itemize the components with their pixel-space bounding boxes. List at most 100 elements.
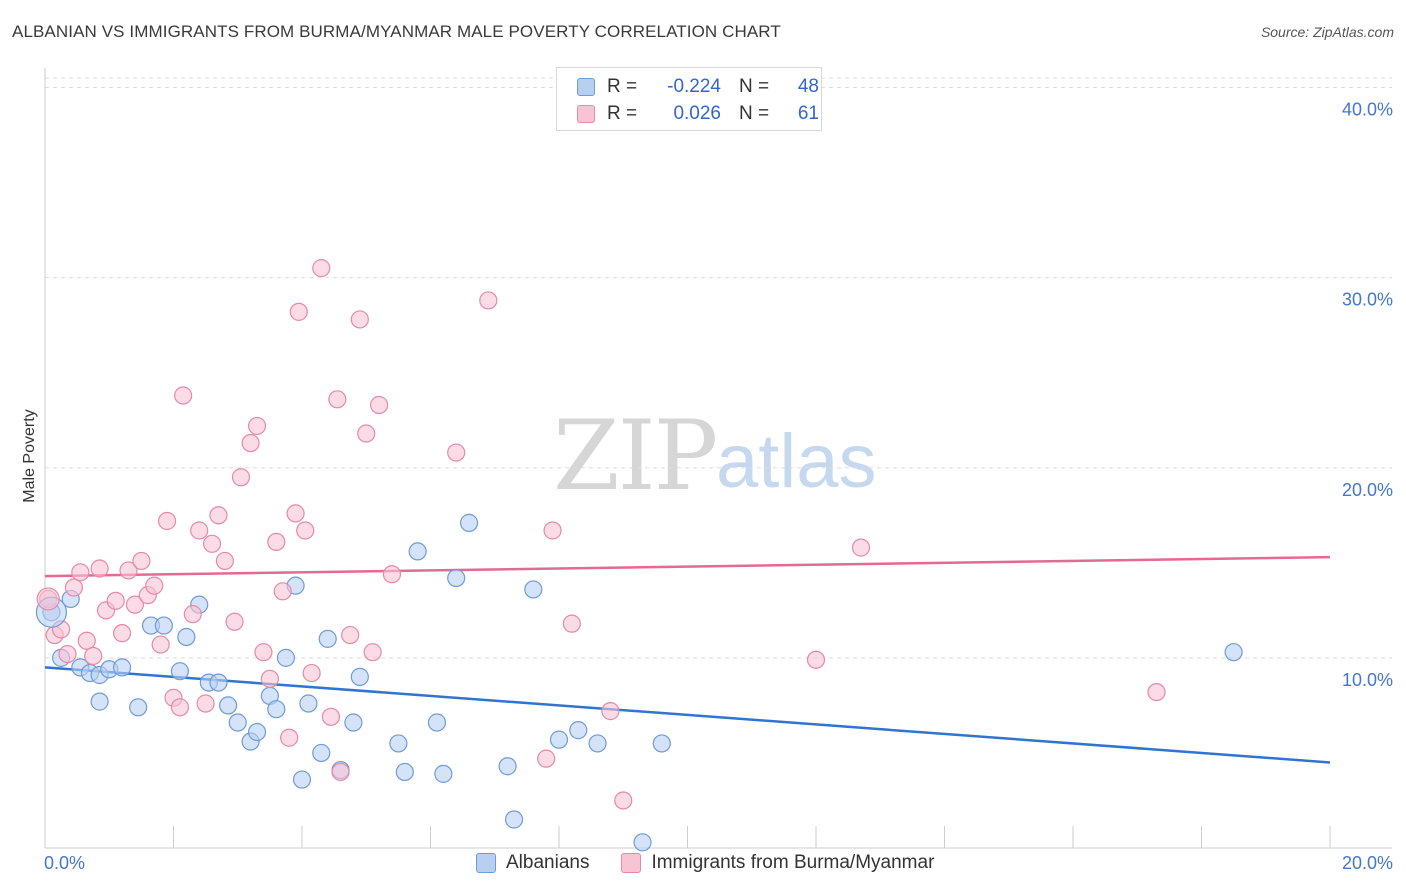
y-axis-label: Male Poverty bbox=[21, 409, 38, 502]
burma-point bbox=[231, 468, 251, 487]
albanian-point bbox=[247, 722, 267, 742]
y-tick-label: 10.0% bbox=[1342, 670, 1393, 690]
albanian-point bbox=[129, 698, 148, 717]
legend-row-albanians: R = -0.224 N = 48 bbox=[577, 75, 819, 99]
albanian-point bbox=[267, 700, 286, 719]
albanian-point bbox=[427, 713, 447, 732]
burma-point bbox=[382, 565, 402, 584]
burma-point bbox=[328, 390, 347, 409]
burma-swatch bbox=[621, 853, 642, 873]
albanian-point bbox=[312, 743, 331, 763]
burma-point bbox=[321, 707, 341, 726]
burma-point bbox=[537, 749, 556, 768]
albanian-point bbox=[498, 757, 517, 776]
albanian-point bbox=[652, 734, 671, 753]
albanian-point bbox=[389, 734, 408, 753]
n-value: 61 bbox=[797, 103, 819, 124]
burma-point bbox=[71, 563, 90, 582]
burma-point bbox=[280, 728, 299, 747]
r-label: R = bbox=[607, 76, 638, 97]
burma-point bbox=[183, 605, 202, 624]
burma-point bbox=[190, 521, 209, 540]
y-tick-label: 40.0% bbox=[1342, 100, 1393, 120]
albanian-point bbox=[447, 568, 466, 588]
albanians-trend-line bbox=[44, 666, 1331, 764]
grid-lines bbox=[45, 77, 1392, 659]
albanians-swatch bbox=[577, 78, 595, 96]
albanian-point bbox=[395, 762, 414, 782]
albanians-label: Albanians bbox=[506, 852, 590, 873]
albanian-point bbox=[350, 667, 369, 686]
burma-point bbox=[174, 386, 193, 405]
burma-point bbox=[112, 624, 132, 643]
correlation-legend: R = -0.224 N = 48 R = 0.026 N = 61 bbox=[556, 67, 822, 131]
burma-point bbox=[331, 762, 350, 782]
albanian-point bbox=[344, 713, 363, 732]
burma-point bbox=[170, 698, 190, 717]
albanian-point bbox=[299, 694, 318, 713]
legend-item-albanians[interactable]: Albanians bbox=[476, 852, 589, 874]
burma-label: Immigrants from Burma/Myanmar bbox=[651, 852, 935, 873]
albanian-point bbox=[209, 673, 228, 692]
albanian-point bbox=[588, 734, 607, 753]
burma-point bbox=[132, 551, 151, 571]
burma-point bbox=[125, 595, 145, 614]
albanian-point bbox=[292, 770, 312, 789]
burma-point bbox=[479, 291, 498, 310]
burma-point bbox=[209, 506, 228, 525]
y-tick-label: 20.0% bbox=[1342, 480, 1393, 500]
albanian-point bbox=[219, 696, 238, 715]
legend-row-burma: R = 0.026 N = 61 bbox=[577, 102, 819, 126]
burma-point bbox=[286, 504, 305, 523]
y-tick-label: 30.0% bbox=[1342, 290, 1393, 310]
burma-point bbox=[267, 532, 286, 552]
albanian-point bbox=[524, 580, 543, 599]
albanian-point bbox=[434, 764, 453, 783]
source-label: Source: ZipAtlas.com bbox=[1260, 24, 1394, 40]
burma-point bbox=[84, 646, 103, 666]
burma-point bbox=[215, 551, 234, 571]
burma-point bbox=[601, 702, 620, 721]
chart-title: ALBANIAN VS IMMIGRANTS FROM BURMA/MYANMA… bbox=[12, 22, 781, 41]
burma-point bbox=[157, 511, 177, 531]
burma-point bbox=[254, 643, 273, 662]
albanian-point bbox=[112, 658, 132, 677]
albanian-point bbox=[170, 662, 190, 681]
burma-point bbox=[341, 625, 360, 645]
r-value: -0.224 bbox=[667, 76, 721, 97]
albanian-point bbox=[569, 721, 588, 740]
burma-point bbox=[36, 587, 60, 611]
r-label: R = bbox=[607, 103, 638, 124]
burma-point bbox=[77, 631, 96, 650]
watermark-atlas: atlas bbox=[716, 419, 877, 504]
burma-point bbox=[614, 791, 633, 810]
burma-point bbox=[447, 443, 466, 462]
r-value: 0.026 bbox=[673, 103, 721, 124]
burma-point bbox=[312, 259, 331, 278]
albanian-point bbox=[459, 513, 479, 532]
albanian-point bbox=[549, 730, 569, 749]
burma-point bbox=[260, 669, 279, 688]
albanian-point bbox=[90, 692, 109, 711]
burma-point bbox=[302, 663, 321, 683]
burma-swatch bbox=[577, 105, 595, 123]
series-legend: Albanians Immigrants from Burma/Myanmar bbox=[476, 852, 966, 874]
watermark-zip: ZIP bbox=[553, 400, 718, 512]
burma-point bbox=[119, 561, 138, 580]
albanian-point bbox=[318, 629, 337, 648]
albanian-point bbox=[276, 648, 296, 667]
albanian-point bbox=[408, 542, 427, 561]
burma-point bbox=[64, 578, 84, 597]
legend-item-burma[interactable]: Immigrants from Burma/Myanmar bbox=[621, 852, 934, 874]
data-points bbox=[35, 259, 1243, 852]
burma-point bbox=[90, 559, 109, 578]
burma-point bbox=[806, 650, 826, 669]
n-label: N = bbox=[739, 76, 770, 97]
axes bbox=[44, 68, 1392, 849]
burma-point bbox=[225, 612, 244, 631]
burma-point bbox=[363, 643, 382, 662]
burma-point bbox=[196, 694, 215, 713]
burma-point bbox=[145, 576, 164, 595]
albanian-point bbox=[177, 627, 196, 647]
